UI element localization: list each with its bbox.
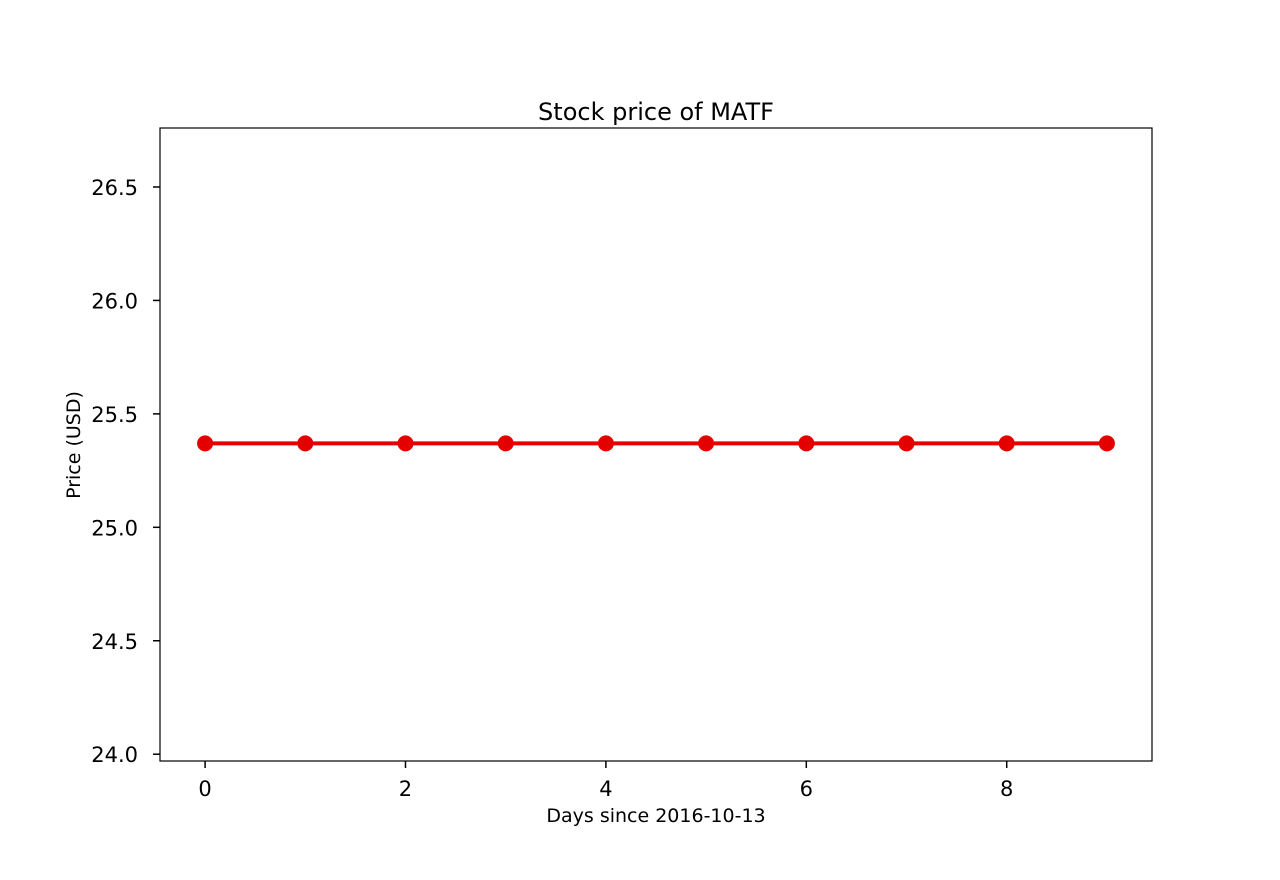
data-point xyxy=(597,435,614,452)
data-point xyxy=(998,435,1015,452)
x-tick-label: 0 xyxy=(198,777,211,801)
y-tick-label: 24.5 xyxy=(91,630,138,654)
chart-title: Stock price of MATF xyxy=(538,98,774,126)
x-tick-label: 6 xyxy=(800,777,813,801)
data-point xyxy=(497,435,514,452)
y-tick-label: 24.0 xyxy=(91,743,138,767)
y-axis-label: Price (USD) xyxy=(63,391,85,499)
data-point xyxy=(197,435,214,452)
data-point xyxy=(1098,435,1115,452)
y-axis-ticks: 24.0 24.5 25.0 25.5 26.0 26.5 xyxy=(91,176,160,767)
data-point xyxy=(297,435,314,452)
data-point xyxy=(898,435,915,452)
series-layer xyxy=(197,435,1115,452)
data-point xyxy=(397,435,414,452)
x-axis-ticks: 0 2 4 6 8 xyxy=(198,761,1013,801)
y-tick-label: 25.5 xyxy=(91,403,138,427)
plot-area xyxy=(159,127,1153,762)
y-tick-label: 26.5 xyxy=(91,176,138,200)
y-tick-label: 26.0 xyxy=(91,289,138,313)
x-axis-label: Days since 2016-10-13 xyxy=(546,805,765,827)
data-point xyxy=(798,435,815,452)
x-tick-label: 2 xyxy=(399,777,412,801)
data-point xyxy=(698,435,715,452)
y-tick-label: 25.0 xyxy=(91,516,138,540)
x-tick-label: 4 xyxy=(599,777,612,801)
x-tick-label: 8 xyxy=(1000,777,1013,801)
